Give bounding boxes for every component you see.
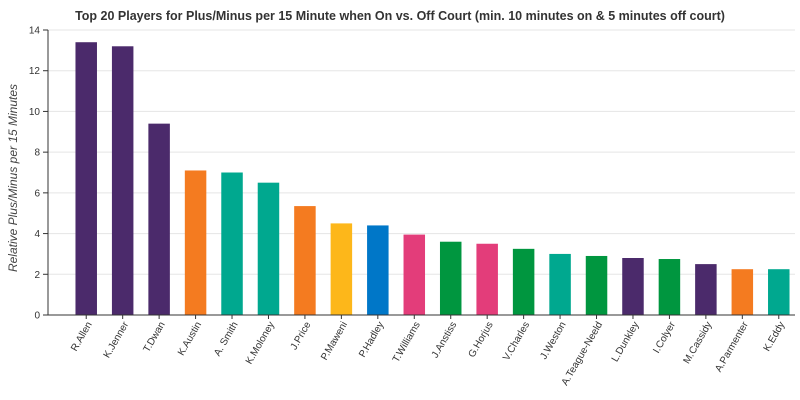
x-tick-label: G.Horjus (467, 320, 496, 360)
y-tick-label: 0 (34, 311, 40, 322)
y-tick-label: 10 (29, 107, 41, 118)
bar-a-parmenter (731, 269, 754, 315)
bar-k-moloney (257, 182, 280, 315)
axes (43, 29, 795, 319)
bar-l-dunkley (622, 258, 644, 315)
bar-v-charles (512, 248, 535, 315)
bar-t-dwan (148, 123, 170, 316)
y-axis-label: Relative Plus/Minus per 15 Minutes (6, 84, 20, 272)
x-tick-label: P.Maweni (319, 320, 350, 362)
x-tick-label: P.Hadley (357, 320, 386, 360)
x-tick-label: J.Price (289, 320, 314, 352)
x-tick-label: T.Williams (391, 320, 423, 364)
x-tick-labels: R.Allen K.Jenner T.Dwan K.Austin A. Smith K.M… (69, 319, 787, 387)
y-tick-label: 2 (34, 270, 40, 281)
x-tick-label: K.Eddy (762, 320, 788, 353)
bar-j-anstiss (439, 241, 462, 315)
y-tick-labels: 0 2 4 6 8 10 12 14 (29, 26, 41, 322)
bars (75, 42, 790, 316)
bar-t-williams (403, 234, 426, 315)
bar-j-weston (549, 253, 571, 315)
x-tick-label: A.Parmenter (713, 319, 751, 374)
y-tick-label: 14 (29, 26, 41, 37)
x-tick-label: V.Charles (501, 320, 532, 363)
x-tick-label: K.Jenner (102, 319, 132, 360)
bar-p-hadley (367, 225, 389, 315)
x-tick-label: K.Moloney (244, 320, 277, 366)
x-tick-label: A. Smith (212, 320, 240, 358)
x-tick-label: R.Allen (69, 320, 95, 353)
y-tick-label: 6 (34, 188, 40, 199)
bar-k-austin (184, 170, 207, 315)
x-tick-label: J.Weston (538, 320, 568, 361)
x-tick-label: T.Dwan (142, 320, 168, 354)
bar-r-allen (75, 42, 97, 315)
bar-a-teague-neeld (585, 255, 608, 315)
bar-p-maweni (330, 223, 353, 315)
bar-i-colyer (658, 259, 681, 315)
x-tick-label: K.Austin (176, 320, 204, 358)
bar-a-smith (221, 172, 243, 315)
bar-k-jenner (111, 46, 134, 316)
x-tick-label: A.Teague-Neeld (560, 320, 605, 388)
y-tick-label: 4 (34, 229, 40, 240)
y-tick-label: 8 (34, 148, 40, 159)
bar-k-eddy (768, 269, 790, 315)
x-tick-label: I.Colyer (651, 319, 678, 355)
bar-j-price (294, 206, 316, 315)
y-tick-label: 12 (29, 66, 41, 77)
x-tick-label: M.Cassidy (682, 320, 715, 366)
bar-m-cassidy (695, 264, 717, 315)
x-tick-label: J.Anstiss (430, 320, 460, 360)
x-tick-label: L.Dunkley (610, 320, 642, 364)
chart-title: Top 20 Players for Plus/Minus per 15 Min… (75, 9, 725, 23)
bar-g-horjus (476, 243, 498, 315)
